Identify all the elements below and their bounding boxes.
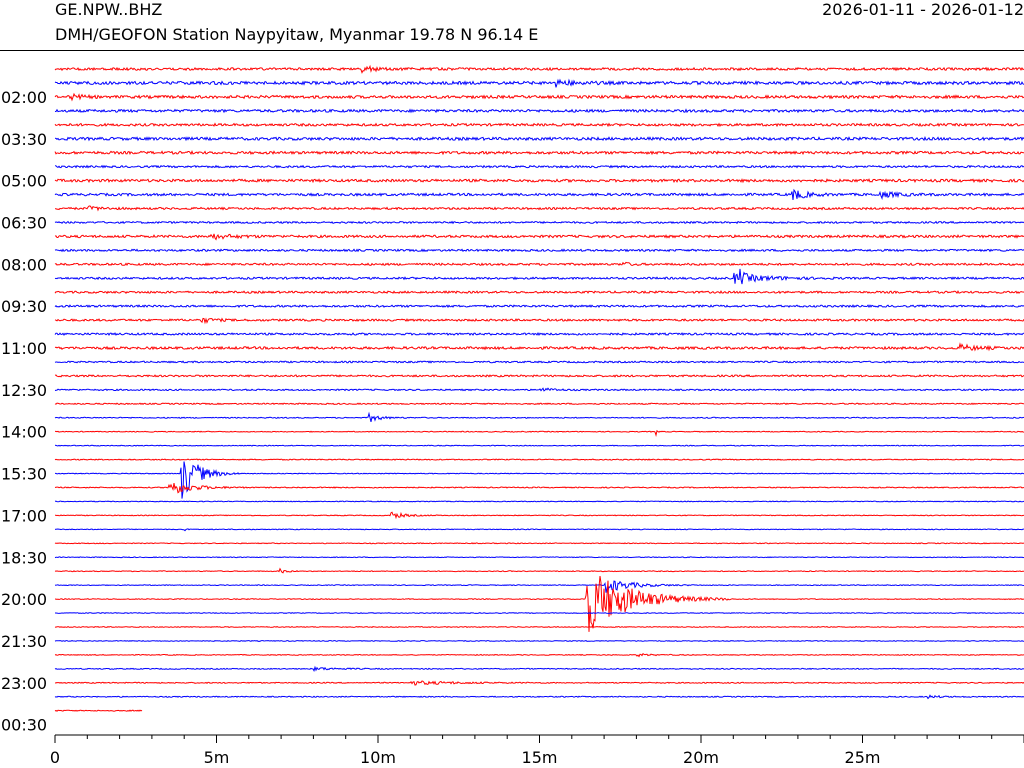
trace-row-38 xyxy=(54,576,1024,632)
trace-row-10 xyxy=(55,205,1024,212)
row-time-label: 08:00 xyxy=(1,255,47,274)
trace-row-37 xyxy=(54,580,1024,593)
trace-row-6 xyxy=(54,150,1024,156)
trace-row-18 xyxy=(54,317,1024,325)
trace-row-39 xyxy=(55,612,1024,615)
trace-row-43 xyxy=(54,665,1024,672)
trace-row-16 xyxy=(54,290,1024,295)
trace-row-7 xyxy=(54,164,1024,169)
trace-row-12 xyxy=(54,233,1024,241)
station-description: DMH/GEOFON Station Naypyitaw, Myanmar 19… xyxy=(55,25,539,44)
row-time-label: 17:00 xyxy=(1,506,47,525)
trace-row-29 xyxy=(55,461,1024,499)
trace-row-30 xyxy=(54,483,1024,494)
row-time-label: 15:30 xyxy=(1,465,47,484)
trace-row-9 xyxy=(54,188,1024,201)
station-code-title: GE.NPW..BHZ xyxy=(55,0,163,19)
trace-row-32 xyxy=(54,511,1024,520)
x-tick-label: 10m xyxy=(360,748,396,767)
trace-row-45 xyxy=(54,694,1024,700)
row-time-label: 05:00 xyxy=(1,172,47,191)
x-tick-label: 15m xyxy=(522,748,558,767)
header-divider xyxy=(0,50,1024,51)
row-time-label: 23:00 xyxy=(1,674,47,693)
trace-row-35 xyxy=(54,556,1024,559)
row-time-label: 20:00 xyxy=(1,590,47,609)
trace-row-5 xyxy=(54,136,1024,142)
trace-row-13 xyxy=(54,248,1024,253)
trace-row-40 xyxy=(54,625,1024,629)
trace-row-24 xyxy=(54,402,1024,406)
trace-row-42 xyxy=(54,653,1024,658)
trace-row-8 xyxy=(54,178,1024,184)
trace-row-36 xyxy=(54,567,1024,574)
trace-row-21 xyxy=(54,360,1024,364)
row-time-label: 09:30 xyxy=(1,297,47,316)
trace-row-34 xyxy=(54,542,1024,545)
row-time-label: 02:00 xyxy=(1,88,47,107)
trace-row-2 xyxy=(54,92,1024,102)
x-tick-label: 20m xyxy=(683,748,719,767)
trace-row-19 xyxy=(54,332,1024,337)
trace-row-17 xyxy=(54,304,1024,309)
trace-row-23 xyxy=(54,387,1024,392)
row-time-label: 14:00 xyxy=(1,423,47,442)
trace-row-46 xyxy=(54,709,143,712)
row-time-label: 03:30 xyxy=(1,130,47,149)
trace-row-20 xyxy=(54,342,1024,352)
trace-row-28 xyxy=(54,458,1024,461)
trace-row-22 xyxy=(54,374,1024,378)
trace-row-31 xyxy=(54,500,1024,503)
row-time-label: 11:00 xyxy=(1,339,47,358)
row-time-label: 12:30 xyxy=(1,381,47,400)
trace-row-15 xyxy=(54,268,1024,285)
x-tick-label: 0 xyxy=(50,748,60,767)
trace-row-33 xyxy=(54,528,1024,532)
trace-row-25 xyxy=(54,411,1024,423)
trace-row-4 xyxy=(54,122,1024,128)
trace-row-27 xyxy=(54,444,1024,447)
row-time-label: 21:30 xyxy=(1,632,47,651)
trace-row-3 xyxy=(54,108,1024,114)
trace-row-26 xyxy=(55,429,1024,437)
trace-row-11 xyxy=(54,220,1024,225)
row-time-label: 18:30 xyxy=(1,548,47,567)
trace-row-44 xyxy=(54,680,1024,686)
trace-row-1 xyxy=(54,78,1024,88)
trace-row-0 xyxy=(54,64,1024,74)
trace-row-41 xyxy=(54,639,1024,642)
x-tick-label: 25m xyxy=(845,748,881,767)
row-time-label: 06:30 xyxy=(1,213,47,232)
trace-row-14 xyxy=(54,261,1024,267)
date-range: 2026-01-11 - 2026-01-12 xyxy=(822,0,1024,19)
row-time-label: 00:30 xyxy=(1,716,47,735)
x-tick-label: 5m xyxy=(204,748,230,767)
